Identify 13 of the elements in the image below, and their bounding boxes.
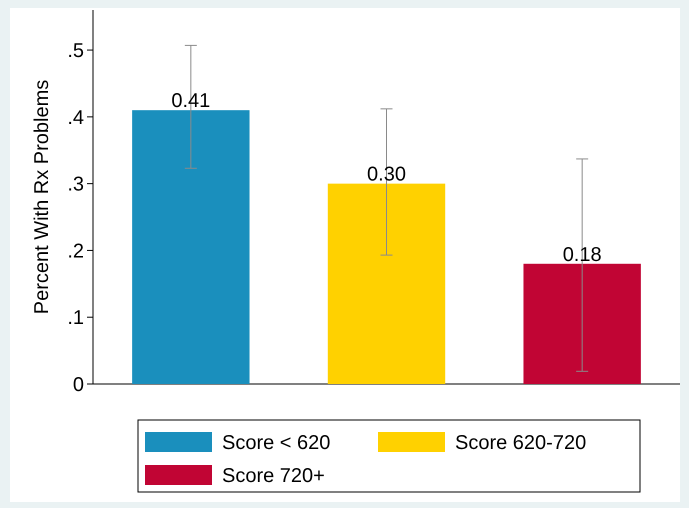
y-axis-title: Percent With Rx Problems xyxy=(31,80,53,314)
data-label: 0.41 xyxy=(171,90,210,112)
y-tick-label: .4 xyxy=(67,106,84,129)
y-tick-label: .1 xyxy=(67,307,84,330)
data-label: 0.18 xyxy=(562,244,602,266)
legend-label: Score 620-720 xyxy=(455,432,586,454)
y-tick-label: .5 xyxy=(67,40,84,62)
legend-label: Score < 620 xyxy=(222,432,330,454)
legend-label: Score 720+ xyxy=(222,465,325,487)
data-label: 0.30 xyxy=(367,164,406,186)
y-tick-label: 0 xyxy=(72,374,84,396)
y-tick-label: .2 xyxy=(67,240,84,262)
y-tick-label: .3 xyxy=(67,174,84,196)
